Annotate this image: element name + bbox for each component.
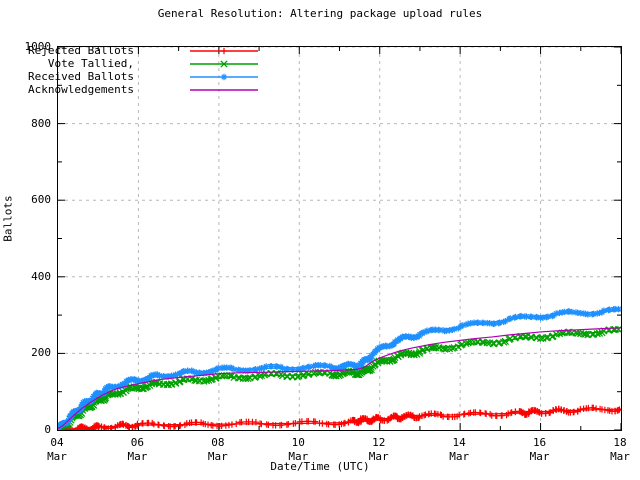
y-tick-label: 0 [44,423,51,436]
legend-swatch [190,60,258,68]
page-title: General Resolution: Altering package upl… [157,7,483,20]
y-tick-label: 1000 [24,40,52,53]
x-tick-label: 18 Mar [610,436,630,463]
series-acknowledgements [58,327,621,429]
series-rejected-ballots [58,404,621,430]
legend-item[interactable]: Vote Tallied, [48,57,258,70]
legend: Rejected Ballots Vote Tallied, Received Ba… [28,44,258,96]
legend-label: Acknowledgements [28,83,134,96]
y-tick-label: 400 [31,269,51,283]
legend-item[interactable]: Acknowledgements [28,83,258,96]
x-tick-label: 16 Mar [529,436,550,463]
x-tick-label: 08 Mar [207,436,228,463]
plot-area [57,46,622,431]
legend-swatch [190,73,258,81]
series-vote-tallied [58,325,621,430]
legend-swatch [190,89,258,91]
y-tick-label: 200 [31,346,51,360]
legend-label: Vote Tallied, [47,57,134,70]
y-tick-label: 600 [31,193,51,207]
legend-item[interactable]: Rejected Ballots [28,44,258,57]
x-tick-label: 06 Mar [127,436,148,463]
y-tick-label: 800 [31,116,51,130]
x-tick-label: 14 Mar [449,436,470,463]
plot-svg [58,47,621,430]
x-tick-label: 04 Mar [47,436,67,463]
x-tick-label: 10 Mar [288,436,309,463]
legend-swatch [190,47,258,55]
legend-label: Received Ballots [28,70,134,83]
legend-item[interactable]: Received Ballots [28,70,258,83]
x-axis-label: Date/Time (UTC) [270,460,370,473]
legend-label: Rejected Ballots [28,44,134,57]
x-tick-label: 12 Mar [368,436,389,463]
